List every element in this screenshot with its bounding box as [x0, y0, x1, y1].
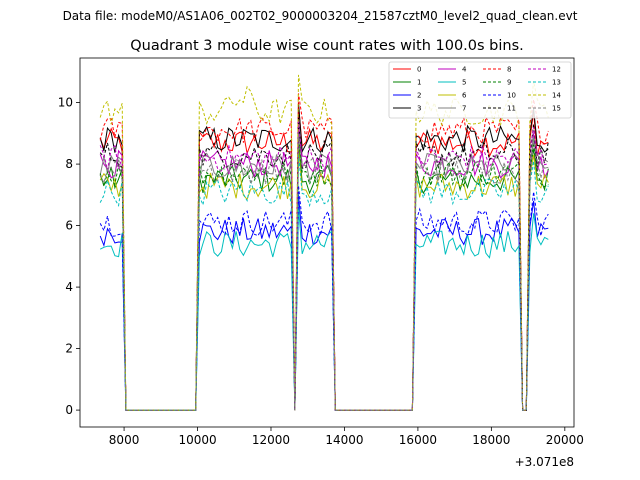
chart-title: Quadrant 3 module wise count rates with …: [130, 38, 524, 54]
legend-label-12: 12: [552, 66, 561, 74]
legend-label-14: 14: [552, 92, 561, 100]
legend-label-11: 11: [507, 105, 516, 113]
legend-label-4: 4: [462, 66, 467, 74]
series-line-14: [99, 74, 549, 411]
legend-label-7: 7: [462, 105, 466, 113]
legend-label-10: 10: [507, 92, 516, 100]
x-tick-label: 12000: [252, 433, 290, 447]
legend-label-0: 0: [417, 66, 421, 74]
x-tick-label: 20000: [546, 433, 584, 447]
chart-suptitle: Data file: modeM0/AS1A06_002T02_90000032…: [63, 9, 578, 23]
y-tick-label: 0: [65, 403, 73, 417]
y-tick-label: 4: [65, 280, 73, 294]
series-line-8: [99, 93, 549, 411]
legend-label-1: 1: [417, 79, 421, 87]
plot-frame: [79, 57, 575, 428]
series-layer: [99, 74, 549, 411]
y-tick-label: 8: [65, 157, 73, 171]
legend-label-6: 6: [462, 92, 467, 100]
y-tick-label: 10: [58, 96, 73, 110]
series-line-10: [99, 185, 549, 411]
series-line-13: [99, 154, 549, 411]
x-tick-label: 18000: [472, 433, 510, 447]
legend-label-13: 13: [552, 79, 561, 87]
legend-label-8: 8: [507, 66, 511, 74]
series-line-11: [99, 117, 549, 411]
x-tick-label: 14000: [325, 433, 363, 447]
x-tick-label: 16000: [399, 433, 437, 447]
x-tick-label: 10000: [178, 433, 216, 447]
legend-label-5: 5: [462, 79, 466, 87]
series-line-15: [99, 133, 549, 411]
x-tick-label: 8000: [109, 433, 140, 447]
x-offset-label: +3.071e8: [515, 455, 574, 469]
x-axis-ticks: 8000 10000 12000 14000 16000 18000 20000: [109, 427, 584, 447]
y-axis-ticks: 0 2 4 6 8 10: [58, 96, 80, 417]
legend-box: [388, 61, 572, 119]
legend-label-2: 2: [417, 92, 421, 100]
legend-label-3: 3: [417, 105, 421, 113]
y-tick-label: 2: [65, 342, 73, 356]
y-tick-label: 6: [65, 219, 73, 233]
legend-label-15: 15: [552, 105, 561, 113]
legend-label-9: 9: [507, 79, 511, 87]
